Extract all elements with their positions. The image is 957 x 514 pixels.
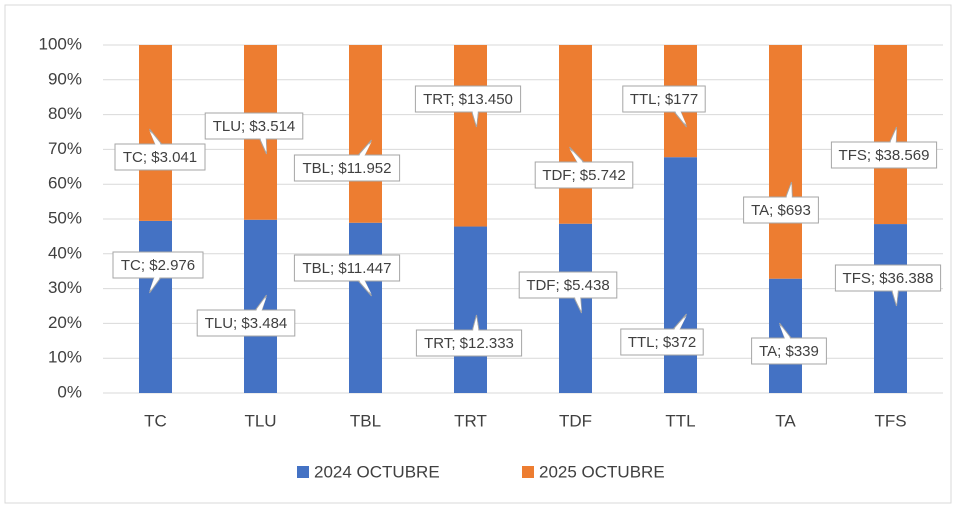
callout-tail-fill — [663, 316, 687, 342]
callout-box — [415, 329, 523, 357]
legend-label: 2024 OCTUBRE — [314, 462, 440, 481]
y-tick-label: 80% — [48, 104, 82, 123]
x-tick-label: TDF — [559, 411, 592, 430]
data-label: TTL; $177 — [630, 91, 698, 108]
callout-tail-fill — [665, 99, 687, 125]
data-label: TLU; $3.484 — [205, 315, 288, 332]
data-label: TRT; $12.333 — [424, 335, 514, 352]
callout-box — [196, 309, 296, 337]
bar-segment — [559, 45, 592, 224]
y-tick-label: 70% — [48, 139, 82, 158]
callout-tail-fill — [469, 99, 479, 125]
x-tick-label: TFS — [874, 411, 906, 430]
legend-swatch — [297, 466, 309, 478]
legend-label: 2025 OCTUBRE — [539, 462, 665, 481]
callout-box — [834, 264, 942, 292]
bar-segment — [664, 157, 697, 393]
x-tick-label: TA — [775, 411, 796, 430]
callout-box — [622, 85, 706, 113]
bar-segment — [139, 220, 172, 393]
data-label: TA; $339 — [759, 343, 819, 360]
data-label: TLU; $3.514 — [213, 118, 296, 135]
x-tick-label: TLU — [244, 411, 276, 430]
data-label: TDF; $5.438 — [526, 277, 609, 294]
callout-tail-fill — [255, 126, 267, 152]
data-label: TC; $2.976 — [121, 257, 195, 274]
y-tick-label: 60% — [48, 174, 82, 193]
callout-box — [830, 141, 938, 169]
callout-box — [518, 271, 618, 299]
y-tick-label: 90% — [48, 69, 82, 88]
callout-tail-fill — [149, 131, 171, 157]
data-label: TBL; $11.952 — [303, 160, 392, 177]
callout-tail-fill — [348, 268, 372, 294]
bar-segment — [454, 45, 487, 227]
x-tick-label: TBL — [350, 411, 381, 430]
callout-tail-fill — [149, 265, 169, 291]
callout-box — [620, 328, 704, 356]
bar-segment — [874, 224, 907, 393]
data-label: TFS; $36.388 — [843, 270, 934, 287]
callout-tail-fill — [569, 285, 582, 311]
callout-tail-fill — [348, 142, 372, 168]
callout-box — [743, 196, 819, 224]
callout-box — [293, 254, 401, 282]
y-tick-label: 0% — [57, 382, 82, 401]
data-label: TRT; $13.450 — [423, 91, 513, 108]
data-label: TA; $693 — [751, 202, 811, 219]
bar-segment — [559, 223, 592, 393]
x-tick-label: TTL — [665, 411, 695, 430]
callout-box — [293, 154, 401, 182]
y-tick-label: 100% — [39, 34, 82, 53]
callout-tail-fill — [779, 325, 800, 351]
bar-segment — [874, 45, 907, 225]
callout-box — [204, 112, 304, 140]
legend-swatch — [522, 466, 534, 478]
data-label: TBL; $11.447 — [303, 260, 392, 277]
data-label: TC; $3.041 — [123, 149, 197, 166]
callout-tail-fill — [889, 278, 899, 304]
x-tick-label: TC — [144, 411, 167, 430]
bar-segment — [454, 226, 487, 393]
y-tick-label: 40% — [48, 243, 82, 262]
bar-segment — [349, 222, 382, 393]
callout-tail-fill — [885, 129, 897, 155]
data-label: TTL; $372 — [628, 334, 696, 351]
callout-box — [414, 85, 522, 113]
y-tick-label: 10% — [48, 348, 82, 367]
data-label: TFS; $38.569 — [839, 147, 930, 164]
y-tick-label: 50% — [48, 208, 82, 227]
data-label: TDF; $5.742 — [542, 167, 625, 184]
bar-segment — [349, 45, 382, 223]
callout-tail-fill — [247, 297, 267, 323]
bar-segment — [769, 45, 802, 279]
bar-segment — [139, 45, 172, 221]
y-tick-label: 30% — [48, 278, 82, 297]
callout-tail-fill — [569, 149, 595, 175]
x-tick-label: TRT — [454, 411, 487, 430]
y-tick-label: 20% — [48, 313, 82, 332]
callout-tail-fill — [470, 317, 480, 343]
callout-tail-fill — [782, 184, 792, 210]
